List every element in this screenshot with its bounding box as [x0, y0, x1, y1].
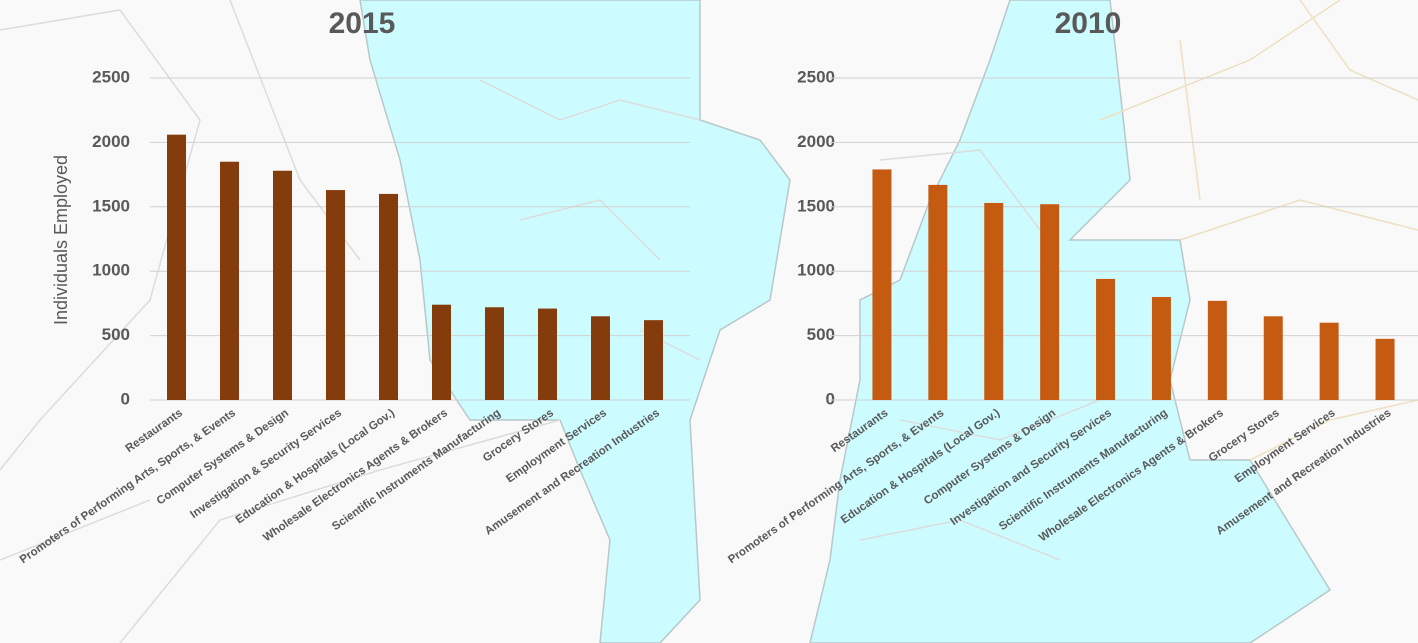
y-tick-label: 0 [121, 389, 130, 408]
y-tick-label: 2000 [92, 132, 130, 151]
bar [644, 320, 663, 400]
bar [379, 193, 398, 400]
bar [1319, 322, 1339, 400]
bar [167, 134, 186, 400]
bar [1151, 296, 1171, 400]
y-tick-label: 500 [807, 325, 835, 344]
bar [1375, 338, 1395, 400]
y-tick-label: 2000 [797, 132, 835, 151]
chart-title: 2015 [329, 7, 396, 40]
bar [1263, 316, 1283, 400]
bar [984, 202, 1004, 400]
y-tick-label: 1000 [797, 261, 835, 280]
bar [872, 169, 892, 400]
bar [1207, 300, 1227, 400]
bar [220, 161, 239, 400]
y-tick-label: 1500 [797, 196, 835, 215]
bar [485, 307, 504, 400]
y-tick-label: 2500 [92, 67, 130, 86]
y-axis-label: Individuals Employed [51, 155, 71, 325]
bar [591, 316, 610, 400]
y-tick-label: 1000 [92, 261, 130, 280]
y-tick-label: 0 [826, 389, 835, 408]
bar [273, 170, 292, 400]
bar [326, 190, 345, 400]
bar [538, 308, 557, 400]
chart-title: 2010 [1055, 7, 1122, 40]
bar [928, 184, 948, 400]
y-tick-label: 1500 [92, 196, 130, 215]
bar [1040, 204, 1060, 400]
bar [1096, 278, 1116, 400]
y-tick-label: 500 [102, 325, 130, 344]
bar [432, 304, 451, 400]
y-tick-label: 2500 [797, 67, 835, 86]
